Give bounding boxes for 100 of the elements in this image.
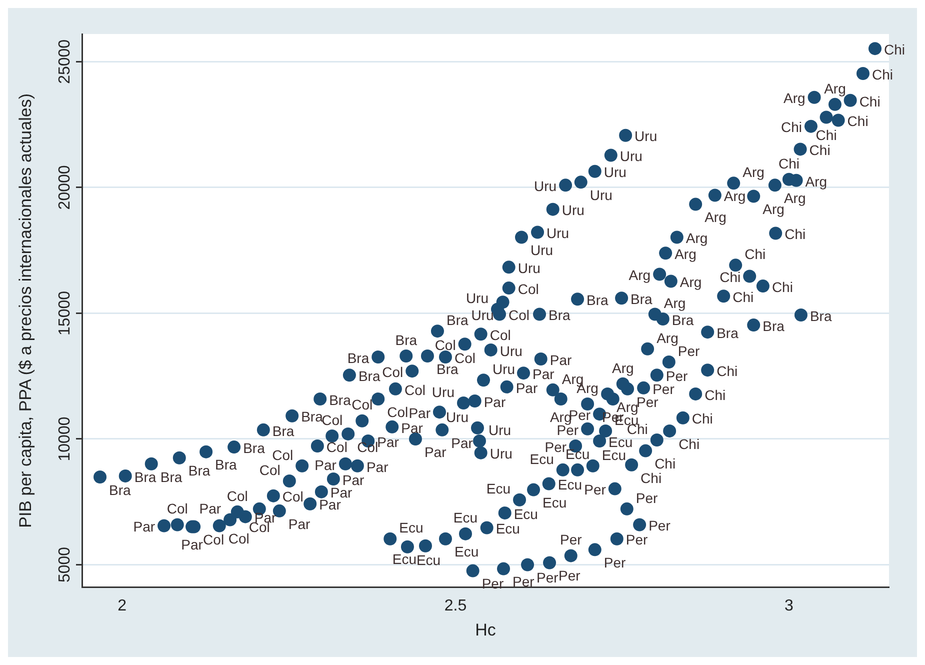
text: Uru	[620, 148, 642, 164]
text: Per	[636, 490, 658, 506]
series-label: Bra	[134, 468, 156, 485]
point	[304, 497, 317, 510]
point	[546, 202, 560, 216]
text: Bra	[810, 308, 832, 324]
text: Per	[584, 482, 606, 498]
series-label: Chi	[720, 269, 741, 286]
point	[543, 556, 556, 570]
text: Col	[454, 350, 476, 366]
point	[670, 230, 684, 244]
text: Bra	[160, 468, 182, 485]
text: Uru	[432, 384, 454, 400]
text: Col	[282, 488, 304, 505]
point	[468, 394, 482, 408]
text: Bra	[630, 290, 652, 307]
point	[581, 398, 594, 411]
point	[663, 424, 676, 438]
point	[769, 226, 782, 240]
point	[200, 445, 213, 458]
point	[620, 502, 634, 516]
text: Arg	[680, 274, 702, 290]
point	[527, 483, 540, 496]
point	[625, 458, 638, 472]
point	[574, 176, 588, 189]
point	[641, 342, 654, 356]
text: Col	[490, 326, 511, 343]
text: Chi	[772, 278, 793, 295]
text: Chi	[872, 66, 894, 82]
point	[828, 98, 842, 111]
point	[856, 66, 870, 80]
point	[480, 521, 494, 534]
point	[650, 368, 664, 382]
text: Par	[516, 380, 538, 396]
point	[384, 532, 397, 546]
text: Ecu	[514, 506, 538, 522]
text: Arg	[762, 201, 784, 218]
text: Per	[558, 568, 580, 584]
text: Per	[678, 342, 700, 359]
point	[172, 451, 186, 464]
point	[372, 392, 385, 406]
point	[599, 424, 612, 438]
point	[588, 164, 602, 178]
text: Chi	[692, 410, 713, 427]
point	[633, 518, 646, 532]
point	[604, 148, 618, 162]
text: Col	[382, 364, 404, 380]
text: Per	[604, 554, 626, 571]
text: Per	[648, 518, 670, 534]
text: Per	[512, 574, 534, 590]
point	[350, 459, 364, 472]
text: Ecu	[496, 520, 520, 537]
point	[513, 493, 526, 506]
point	[542, 477, 556, 490]
text: Chi	[744, 246, 766, 262]
point	[466, 564, 480, 578]
text: Par	[199, 500, 222, 517]
text: Uru	[500, 342, 522, 359]
point	[662, 356, 676, 369]
text: Col	[259, 462, 280, 478]
point	[517, 366, 530, 380]
text: Bra	[358, 368, 380, 384]
point	[314, 392, 327, 406]
text: Arg	[805, 173, 828, 190]
text: Bra	[243, 440, 265, 456]
point	[144, 457, 158, 470]
text: Chi	[847, 113, 868, 130]
text: Par	[377, 434, 399, 450]
point	[756, 280, 770, 293]
point	[326, 429, 339, 442]
point	[118, 469, 132, 482]
text: Uru	[492, 360, 516, 377]
text: Par	[366, 458, 388, 475]
text: Col	[387, 404, 408, 420]
point	[432, 406, 446, 419]
text: Col	[404, 382, 426, 398]
point	[458, 338, 472, 351]
point	[420, 349, 434, 362]
y-tick-label: 20000	[56, 165, 74, 210]
point	[559, 178, 572, 192]
y-tick-label: 10000	[56, 416, 74, 462]
point	[400, 349, 413, 362]
text: Arg	[628, 267, 651, 284]
point	[610, 532, 624, 546]
text: Par	[532, 366, 554, 382]
text: Bra	[188, 462, 210, 479]
text: Col	[352, 396, 373, 413]
point	[212, 519, 226, 532]
point	[717, 290, 730, 303]
text: Uru	[490, 446, 512, 462]
point	[256, 423, 270, 436]
point	[470, 421, 484, 434]
point	[502, 260, 516, 274]
point	[556, 463, 570, 476]
text: Ecu	[453, 510, 478, 526]
point	[659, 246, 672, 260]
point	[533, 308, 546, 321]
text: Bra	[446, 312, 468, 328]
text: Par	[408, 404, 430, 421]
point	[701, 326, 714, 339]
